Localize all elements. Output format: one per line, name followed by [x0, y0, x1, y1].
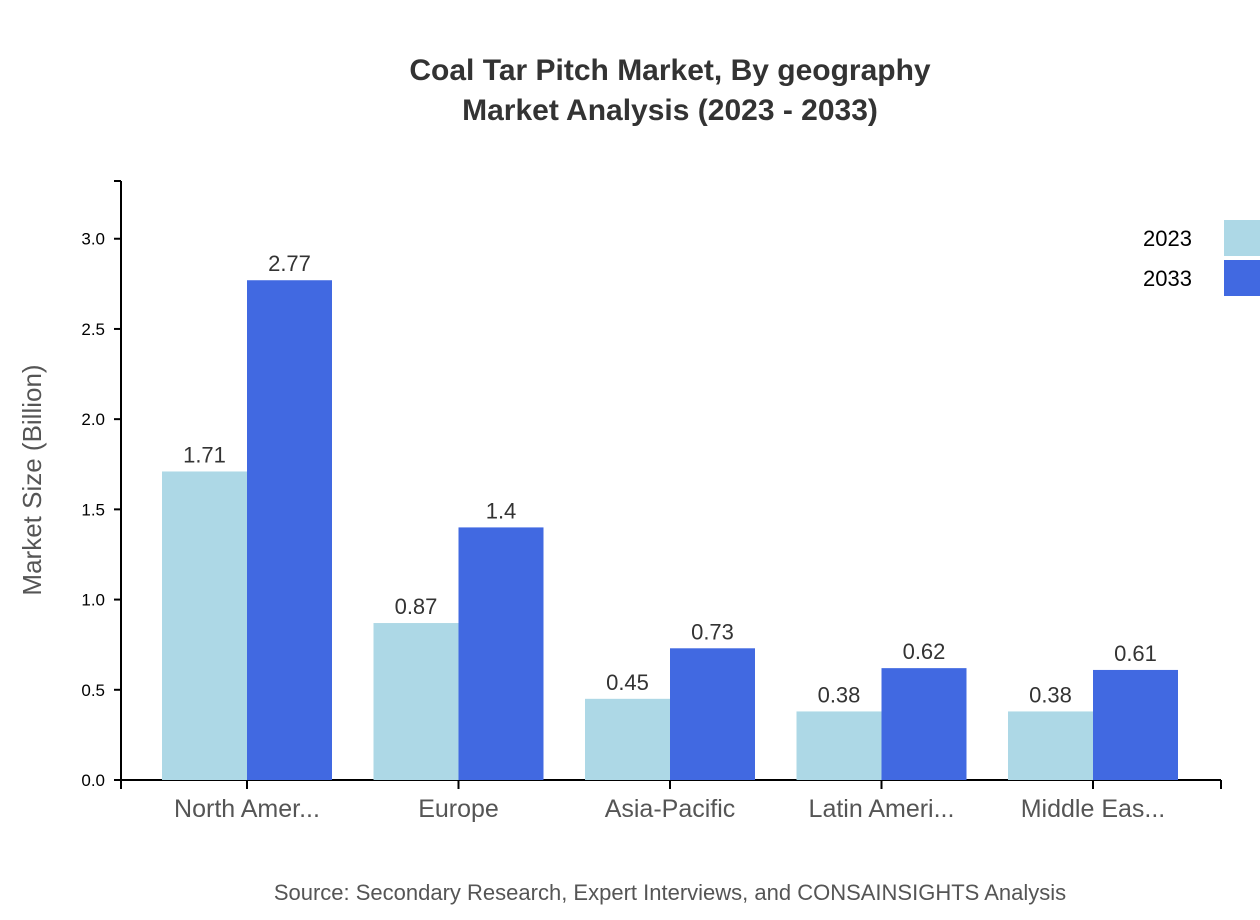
data-label: 2.77: [268, 251, 311, 276]
data-label: 0.38: [1029, 682, 1072, 707]
data-label: 0.62: [903, 639, 946, 664]
bar-2023: [796, 711, 882, 780]
bar-2023: [585, 698, 670, 780]
data-label: 0.87: [395, 594, 438, 619]
bar-2023: [373, 623, 459, 780]
bar-2033: [670, 648, 755, 780]
bar-2023: [1008, 711, 1093, 780]
y-tick-label: 1.0: [81, 591, 105, 610]
data-label: 0.61: [1114, 641, 1157, 666]
source-note: Source: Secondary Research, Expert Inter…: [274, 880, 1066, 905]
y-tick-label: 1.5: [81, 500, 105, 519]
y-tick-label: 3.0: [81, 230, 105, 249]
y-tick-label: 0.0: [81, 771, 105, 790]
chart-title: Coal Tar Pitch Market, By geography: [409, 54, 931, 87]
data-label: 0.45: [606, 670, 649, 695]
data-label: 1.71: [183, 442, 226, 467]
legend-label: 2033: [1143, 266, 1192, 291]
bar-2033: [881, 668, 967, 780]
legend-swatch: [1224, 260, 1260, 296]
bars: 1.71 2.77 0.87 1.4 0.45 0.73 0.38 0.62 0.38 0.61: [162, 251, 1178, 780]
y-axis-label: Market Size (Billion): [17, 364, 47, 595]
legend-swatch: [1224, 220, 1260, 256]
y-tick-label: 0.5: [81, 681, 105, 700]
x-tick-label: Middle Eas...: [1021, 795, 1166, 823]
x-tick-label: Latin Ameri...: [809, 795, 955, 823]
y-tick-label: 2.5: [81, 320, 105, 339]
x-tick-label: Europe: [418, 795, 499, 823]
legend: 2023 2033: [1143, 220, 1260, 296]
bar-2023: [162, 471, 247, 780]
chart-subtitle: Market Analysis (2023 - 2033): [462, 94, 878, 127]
legend-label: 2023: [1143, 226, 1192, 251]
x-tick-label: North Amer...: [174, 795, 320, 823]
bar-2033: [1093, 669, 1178, 780]
data-label: 0.38: [818, 682, 861, 707]
data-label: 0.73: [691, 619, 734, 644]
data-label: 1.4: [486, 498, 517, 523]
x-tick-label: Asia-Pacific: [605, 795, 736, 823]
bar-2033: [458, 527, 544, 780]
axes: 0.0 0.5 1.0 1.5 2.0 2.5 3.0 North Amer... Europe…: [81, 180, 1222, 823]
y-tick-label: 2.0: [81, 410, 105, 429]
bar-2033: [247, 280, 332, 780]
